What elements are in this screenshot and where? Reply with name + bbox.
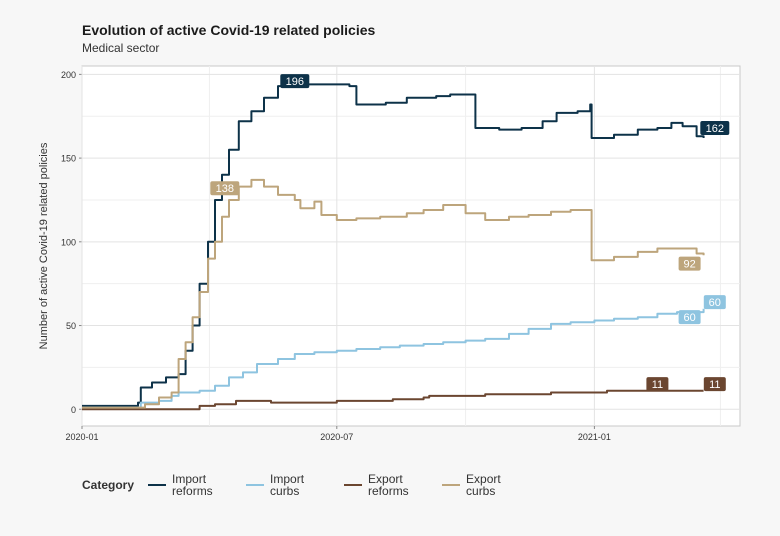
legend-swatch bbox=[344, 484, 363, 486]
value-label: 11 bbox=[709, 379, 720, 391]
chart-subtitle: Medical sector bbox=[82, 41, 160, 55]
legend-swatch bbox=[442, 484, 461, 486]
y-tick-label: 50 bbox=[66, 321, 76, 331]
y-tick-label: 0 bbox=[71, 405, 76, 415]
legend: Category Import reforms Import curbs Exp… bbox=[82, 473, 540, 497]
y-tick-label: 200 bbox=[61, 70, 76, 80]
legend-label: Export curbs bbox=[466, 472, 501, 498]
line-chart: 0 50 100 150 200 2020-01 2020-07 2021-01 Number … bbox=[38, 65, 741, 442]
x-tick-label: 2021-01 bbox=[578, 432, 611, 442]
legend-item-import-curbs: Import curbs bbox=[246, 473, 334, 497]
series-line bbox=[82, 389, 704, 411]
legend-swatch bbox=[246, 484, 265, 486]
y-axis-title: Number of active Covid-19 related polici… bbox=[38, 142, 50, 349]
value-label: 60 bbox=[683, 312, 695, 324]
value-label: 60 bbox=[709, 297, 721, 309]
legend-item-export-reforms: Export reforms bbox=[344, 473, 432, 497]
value-label-box bbox=[703, 295, 726, 310]
value-label: 138 bbox=[216, 183, 234, 195]
value-label: 11 bbox=[652, 379, 663, 391]
legend-swatch bbox=[148, 484, 167, 486]
value-label-box bbox=[210, 181, 240, 196]
series-line bbox=[82, 178, 705, 409]
chart-title: Evolution of active Covid-19 related pol… bbox=[82, 22, 376, 38]
value-label-box bbox=[678, 310, 701, 325]
value-label-box bbox=[703, 377, 726, 392]
value-label-box bbox=[646, 377, 669, 392]
legend-item-export-curbs: Export curbs bbox=[442, 473, 530, 497]
series-line bbox=[82, 308, 705, 409]
legend-label: Import reforms bbox=[172, 472, 213, 498]
y-tick-label: 100 bbox=[61, 237, 76, 247]
y-tick-label: 150 bbox=[61, 154, 76, 164]
value-label: 196 bbox=[286, 76, 304, 88]
legend-label: Import curbs bbox=[270, 472, 305, 498]
value-label-box bbox=[700, 120, 730, 135]
value-label-box bbox=[280, 74, 310, 89]
value-label-box bbox=[678, 256, 701, 271]
legend-title: Category bbox=[82, 478, 135, 492]
value-label: 162 bbox=[706, 123, 724, 135]
value-label: 92 bbox=[683, 259, 695, 271]
plot-panel bbox=[81, 65, 741, 427]
legend-item-import-reforms: Import reforms bbox=[148, 473, 236, 497]
series-line bbox=[82, 80, 705, 407]
x-tick-label: 2020-01 bbox=[65, 432, 98, 442]
legend-label: Export reforms bbox=[368, 472, 409, 498]
x-tick-label: 2020-07 bbox=[320, 432, 353, 442]
